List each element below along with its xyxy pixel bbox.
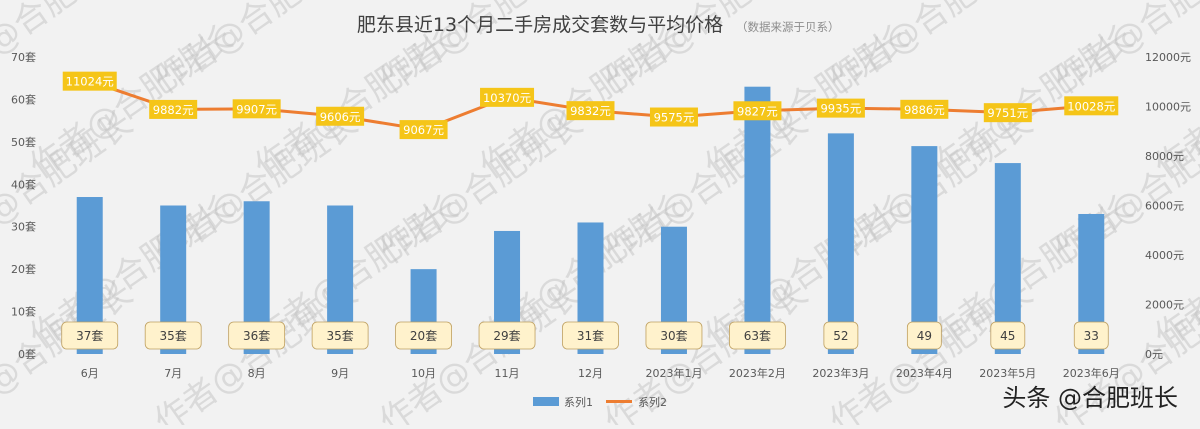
bar-labels: 37套 35套 36套 35套 20套 29套 31套 30套 63套 52 49 45 33 xyxy=(61,321,1109,350)
x-tick-label: 9月 xyxy=(331,367,349,380)
chart-subtitle: （数据来源于贝系） xyxy=(736,20,840,34)
line-label-box xyxy=(900,99,949,119)
bar-data-label: 35套 xyxy=(326,329,353,343)
y-left-tick-label: 40套 xyxy=(11,178,36,191)
chart-title: 肥东县近13个月二手房成交套数与平均价格 xyxy=(357,14,723,36)
bar-label-box xyxy=(61,321,119,350)
x-tick-label: 2023年4月 xyxy=(896,366,953,380)
bar-data-label: 49 xyxy=(917,329,932,343)
right-axis: 0元 2000元 4000元 6000元 8000元 10000元 12000元 xyxy=(1145,51,1191,361)
line-label-box xyxy=(149,99,198,119)
bar-label-box xyxy=(729,321,786,350)
line-label-box xyxy=(566,101,615,121)
x-tick-label: 2023年2月 xyxy=(729,366,786,380)
line-data-label: 10028元 xyxy=(1067,99,1116,113)
bar-label-box xyxy=(990,321,1026,350)
line-label-box xyxy=(649,107,698,127)
y-left-tick-label: 0套 xyxy=(18,348,36,361)
bar-data-label: 63套 xyxy=(744,329,771,343)
x-tick-label: 10月 xyxy=(411,367,436,380)
line-label-box xyxy=(62,71,117,91)
bar-data-label: 35套 xyxy=(160,329,187,343)
line-data-label: 9606元 xyxy=(320,110,361,124)
legend: 系列1 系列2 xyxy=(533,395,667,409)
bar-label-box xyxy=(311,321,369,350)
y-right-tick-label: 4000元 xyxy=(1145,249,1184,262)
x-tick-label: 6月 xyxy=(81,367,99,380)
legend-label-series2: 系列2 xyxy=(638,395,667,409)
x-tick-label: 2023年3月 xyxy=(812,366,869,380)
bar-label-box xyxy=(562,321,619,350)
line-data-label: 9886元 xyxy=(904,103,945,117)
line-data-label: 9827元 xyxy=(737,104,778,118)
x-tick-label: 2023年1月 xyxy=(645,366,702,380)
x-tick-label: 12月 xyxy=(578,367,603,380)
line-label-box xyxy=(733,101,782,121)
line-data-label: 9575元 xyxy=(654,111,695,125)
line-data-label: 9067元 xyxy=(403,123,444,137)
line-data-label: 9751元 xyxy=(987,106,1028,120)
line-label-box xyxy=(316,106,365,126)
x-axis: 6月 7月 8月 9月 10月 11月 12月 2023年1月 2023年2月 2023年3月 20… xyxy=(81,366,1120,380)
bar-data-label: 45 xyxy=(1000,329,1015,343)
y-left-tick-label: 70套 xyxy=(11,51,36,64)
bar-data-label: 37套 xyxy=(76,329,103,343)
legend-swatch-bar xyxy=(533,397,559,406)
line-label-box xyxy=(232,99,281,119)
bar-data-label: 31套 xyxy=(577,329,604,343)
bar xyxy=(827,133,854,354)
x-tick-label: 2023年5月 xyxy=(979,366,1036,380)
y-right-tick-label: 10000元 xyxy=(1145,101,1191,114)
line-data-label: 10370元 xyxy=(483,91,532,105)
y-left-tick-label: 50套 xyxy=(11,136,36,149)
bar xyxy=(911,146,938,354)
y-left-tick-label: 20套 xyxy=(11,263,36,276)
line-data-label: 11024元 xyxy=(66,75,115,89)
line-label-box xyxy=(399,120,448,140)
line-label-box xyxy=(1064,96,1119,116)
line-data-label: 9832元 xyxy=(570,104,611,118)
bar-label-box xyxy=(906,321,942,350)
y-right-tick-label: 2000元 xyxy=(1145,299,1184,312)
line-data-label: 9907元 xyxy=(236,102,277,116)
bar-data-label: 52 xyxy=(833,329,848,343)
legend-label-series1: 系列1 xyxy=(564,395,593,409)
bar-label-box xyxy=(823,321,859,350)
bar-label-box xyxy=(645,321,703,350)
bar-label-box xyxy=(144,321,202,350)
y-right-tick-label: 6000元 xyxy=(1145,200,1184,213)
x-tick-label: 11月 xyxy=(495,367,520,380)
credit-text: 头条 @合肥班长 xyxy=(1002,384,1178,412)
line-labels: 11024元 9882元 9907元 9606元 9067元 10370元 9832元 957… xyxy=(62,71,1119,140)
y-right-tick-label: 0元 xyxy=(1145,348,1163,361)
bar xyxy=(744,86,771,354)
bar-data-label: 36套 xyxy=(243,329,270,343)
line-data-label: 9882元 xyxy=(153,103,194,117)
bar-data-label: 20套 xyxy=(410,329,437,343)
bar-data-label: 33 xyxy=(1084,329,1099,343)
left-axis: 0套 10套 20套 30套 40套 50套 60套 70套 xyxy=(11,51,36,361)
bar-label-box xyxy=(228,321,286,350)
line-label-box xyxy=(480,87,535,107)
y-left-tick-label: 60套 xyxy=(11,93,36,106)
x-tick-label: 2023年6月 xyxy=(1063,366,1120,380)
line-label-box xyxy=(816,98,865,118)
line-data-label: 9935元 xyxy=(820,102,861,116)
bar-data-label: 30套 xyxy=(660,329,687,343)
bar-label-box xyxy=(478,321,536,350)
y-left-tick-label: 30套 xyxy=(11,221,36,234)
y-left-tick-label: 10套 xyxy=(11,306,36,319)
bar-data-label: 29套 xyxy=(493,329,520,343)
bar-label-box xyxy=(1073,321,1109,350)
x-tick-label: 7月 xyxy=(164,367,182,380)
y-right-tick-label: 12000元 xyxy=(1145,51,1191,64)
x-tick-label: 8月 xyxy=(248,367,266,380)
bar-label-box xyxy=(395,321,452,350)
y-right-tick-label: 8000元 xyxy=(1145,150,1184,163)
line-label-box xyxy=(983,103,1032,123)
